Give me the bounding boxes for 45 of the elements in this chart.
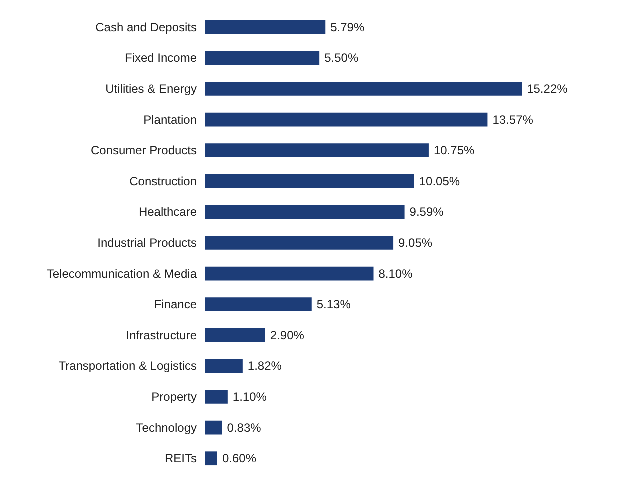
data-label: 0.60% [222, 452, 257, 466]
y-tick-label: Finance [154, 298, 198, 312]
y-tick-label: Industrial Products [98, 236, 197, 250]
bar [205, 390, 228, 404]
bar [205, 144, 429, 158]
y-tick-label: Healthcare [138, 205, 198, 220]
y-tick-label: Telecommunication & Media [46, 266, 198, 281]
data-label: 0.83% [227, 420, 262, 435]
data-label: 5.50% [324, 51, 359, 66]
y-tick-label: Transportation & Logistics [58, 359, 197, 374]
y-tick-label: Cash and Deposits [96, 20, 197, 34]
bar [205, 266, 374, 281]
data-label: 15.22% [527, 82, 568, 96]
y-tick-label: Infrastructure [126, 328, 198, 342]
bar [205, 359, 243, 374]
data-label: 9.59% [410, 205, 444, 220]
bar [205, 452, 218, 466]
bar [205, 328, 266, 342]
data-label: 10.75% [434, 144, 475, 158]
data-label: 5.79% [330, 20, 365, 34]
data-label: 1.82% [248, 359, 282, 374]
data-label: 1.10% [232, 390, 268, 404]
data-label: 13.57% [492, 112, 534, 127]
y-tick-label: Technology [136, 420, 197, 435]
bar [205, 112, 488, 127]
y-tick-label: Plantation [144, 112, 197, 127]
y-tick-label: Utilities & Energy [106, 82, 197, 96]
bar [205, 174, 414, 188]
bar [205, 236, 394, 250]
bar [205, 298, 312, 312]
data-label: 9.05% [398, 236, 433, 250]
y-tick-label: REITs [164, 452, 197, 466]
data-label: 10.05% [419, 174, 460, 188]
y-tick-label: Property [152, 390, 197, 404]
data-label: 8.10% [378, 266, 414, 281]
bar [205, 205, 405, 220]
y-tick-label: Fixed Income [124, 51, 198, 66]
y-tick-label: Construction [130, 174, 197, 188]
data-label: 5.13% [316, 298, 352, 312]
bar [205, 51, 320, 66]
bar [205, 82, 522, 96]
bar [205, 420, 222, 435]
y-tick-label: Consumer Products [90, 144, 197, 158]
data-label: 2.90% [270, 328, 305, 342]
bar [205, 20, 326, 34]
